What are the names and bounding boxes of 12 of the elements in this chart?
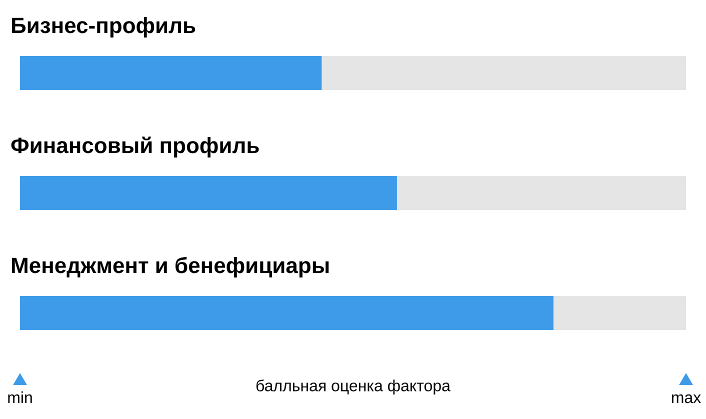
text: min xyxy=(8,391,32,403)
text: max xyxy=(672,394,701,404)
y-tick-label: Финансовый профиль xyxy=(11,136,259,158)
bar xyxy=(20,296,554,330)
bar xyxy=(396,176,686,210)
y-tick-label: Менеджмент и бенефициары xyxy=(12,256,329,278)
bar xyxy=(20,176,397,210)
x-axis-title: балльная оценка фактора xyxy=(256,379,450,395)
bar xyxy=(553,296,686,330)
bar xyxy=(20,56,322,90)
y-tick-label: Бизнес-профиль xyxy=(12,17,196,38)
bar xyxy=(322,56,686,90)
